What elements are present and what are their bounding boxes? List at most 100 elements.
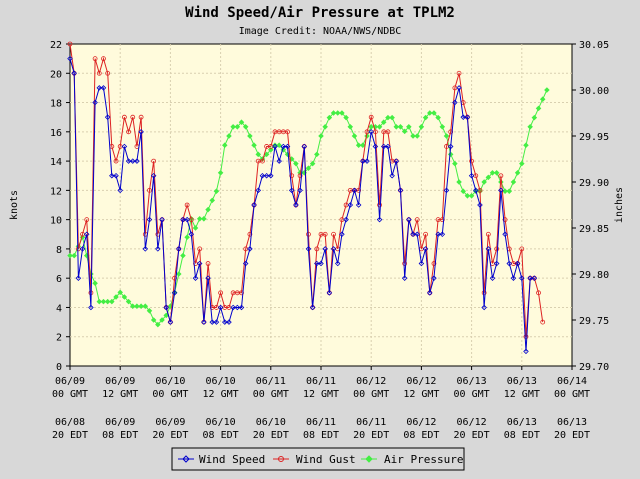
data-point-wind-speed	[234, 304, 241, 311]
left-tick-label: 6	[56, 274, 62, 285]
series-layer	[67, 41, 550, 355]
data-point-air-pressure	[150, 317, 157, 323]
data-point-wind-speed	[531, 275, 538, 281]
right-axis-label: inches	[614, 187, 625, 223]
data-point-wind-speed	[104, 114, 111, 120]
right-tick-label: 30.00	[579, 86, 609, 97]
data-point-wind-speed	[209, 319, 215, 325]
data-point-wind-speed	[364, 158, 370, 164]
series-air-pressure	[67, 87, 550, 328]
data-point-wind-gust	[67, 41, 73, 47]
data-point-wind-speed	[192, 275, 199, 281]
x-tick-label: 00 GMT	[152, 389, 188, 400]
data-point-wind-speed	[222, 319, 228, 325]
x-tick-label: 12 GMT	[102, 389, 138, 400]
right-tick-label: 29.95	[579, 132, 609, 143]
data-point-wind-speed	[155, 246, 161, 252]
x-tick-label: 00 GMT	[253, 389, 289, 400]
data-point-air-pressure	[410, 133, 416, 139]
left-axis-label: knots	[9, 190, 20, 220]
x-axis-ticks: 06/09 00 GMT 06/08 20 EDT 06/09 12 GMT 06/09 08…	[52, 366, 590, 441]
left-tick-label: 8	[56, 245, 62, 256]
data-point-wind-speed	[238, 304, 245, 311]
data-point-air-pressure	[535, 105, 542, 112]
data-point-air-pressure	[318, 133, 324, 139]
left-tick-label: 22	[50, 40, 62, 51]
data-point-air-pressure	[519, 160, 525, 167]
data-point-wind-gust	[540, 319, 546, 325]
x-tick-label: 06/08	[55, 417, 85, 428]
data-point-wind-speed	[230, 304, 236, 311]
data-point-air-pressure	[493, 170, 500, 176]
data-point-wind-gust	[247, 231, 253, 237]
left-tick-label: 10	[50, 216, 62, 227]
data-point-wind-speed	[146, 216, 153, 223]
data-point-wind-speed	[171, 290, 178, 296]
data-point-wind-speed	[477, 202, 483, 208]
legend-label-air-pressure: Air Pressure	[384, 453, 463, 466]
data-point-wind-speed	[414, 231, 420, 238]
data-point-wind-gust	[130, 114, 136, 120]
data-point-wind-speed	[393, 158, 400, 164]
data-point-wind-gust	[147, 187, 152, 193]
data-point-wind-speed	[347, 202, 354, 208]
data-point-wind-speed	[485, 246, 492, 252]
left-tick-label: 0	[56, 362, 62, 373]
data-point-wind-speed	[351, 187, 358, 194]
right-tick-label: 30.05	[579, 40, 609, 51]
data-point-air-pressure	[456, 179, 462, 185]
data-point-wind-speed	[288, 187, 295, 194]
x-tick-label: 20 EDT	[253, 430, 289, 441]
data-point-air-pressure	[129, 303, 136, 309]
data-point-air-pressure	[510, 179, 517, 185]
x-tick-label: 12 GMT	[403, 389, 439, 400]
data-point-wind-speed	[96, 85, 103, 91]
data-point-air-pressure	[159, 317, 165, 323]
data-point-wind-gust	[172, 275, 177, 281]
data-point-wind-speed	[410, 231, 416, 238]
data-point-wind-speed	[113, 172, 119, 179]
data-point-wind-speed	[498, 187, 504, 194]
data-point-air-pressure	[351, 133, 358, 139]
data-point-air-pressure	[414, 133, 420, 139]
data-point-air-pressure	[422, 114, 429, 121]
data-point-air-pressure	[393, 124, 400, 130]
legend-box	[171, 447, 465, 471]
data-point-air-pressure	[376, 124, 383, 130]
data-point-air-pressure	[67, 252, 73, 259]
data-point-air-pressure	[230, 124, 236, 130]
x-tick-label: 06/14	[557, 376, 587, 387]
data-point-wind-speed	[268, 172, 274, 179]
x-tick-label: 08 EDT	[303, 430, 339, 441]
data-point-wind-gust	[481, 290, 487, 296]
data-point-wind-gust	[485, 231, 491, 237]
data-point-wind-speed	[376, 216, 383, 223]
x-tick-label: 12 GMT	[504, 389, 540, 400]
data-point-wind-speed	[473, 187, 479, 194]
data-point-air-pressure	[544, 87, 550, 93]
data-point-wind-speed	[502, 231, 508, 238]
data-point-wind-speed	[452, 99, 458, 106]
data-point-wind-gust	[494, 246, 500, 252]
data-point-wind-speed	[109, 172, 115, 179]
data-point-wind-gust	[84, 217, 90, 223]
data-point-air-pressure	[234, 124, 241, 130]
data-point-air-pressure	[489, 170, 496, 176]
data-point-wind-speed	[276, 158, 282, 164]
data-point-wind-gust	[239, 290, 244, 296]
data-point-air-pressure	[539, 96, 546, 102]
data-point-wind-speed	[523, 348, 529, 355]
data-point-air-pressure	[334, 110, 341, 116]
data-point-wind-speed	[184, 216, 190, 223]
data-point-wind-speed	[322, 246, 328, 252]
x-tick-label: 06/11	[306, 417, 336, 428]
data-point-air-pressure	[481, 179, 487, 185]
data-point-wind-gust	[519, 246, 525, 252]
data-point-wind-gust	[197, 246, 203, 252]
gridlines	[70, 44, 572, 366]
data-point-wind-speed	[226, 319, 232, 325]
data-point-air-pressure	[385, 114, 391, 121]
data-point-wind-gust	[523, 334, 529, 340]
data-point-air-pressure	[330, 110, 337, 116]
data-point-air-pressure	[176, 271, 182, 277]
